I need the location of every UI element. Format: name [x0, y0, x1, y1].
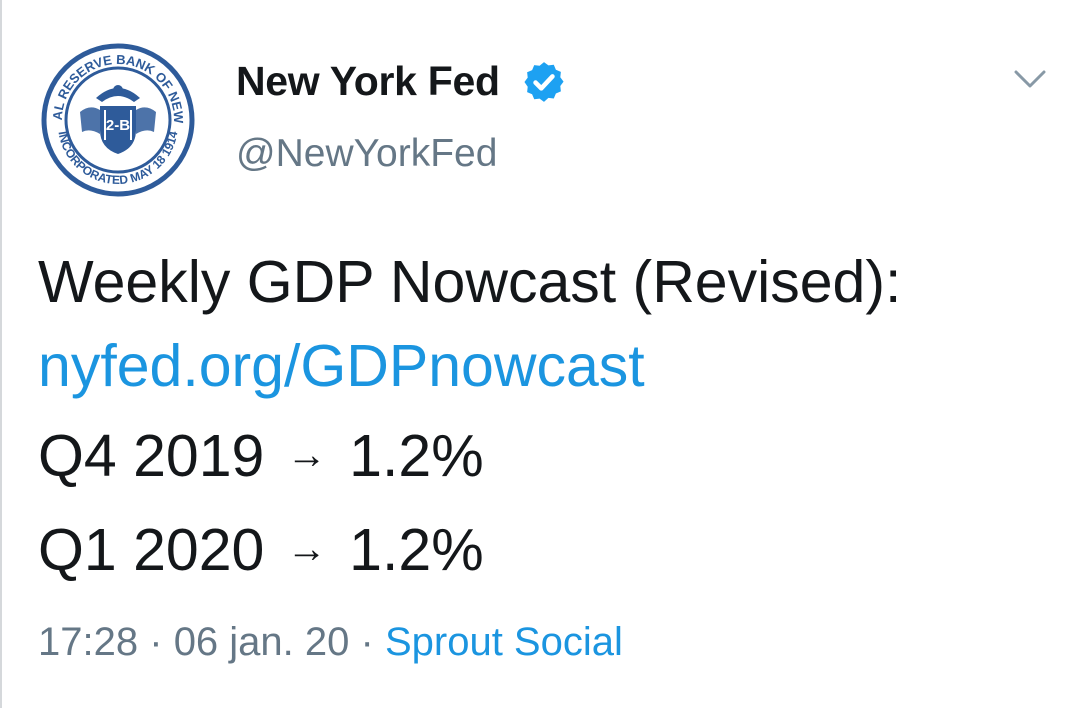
- arrow-icon: →: [286, 433, 327, 477]
- federal-reserve-seal-icon: FEDERAL RESERVE BANK OF NEW YORK INCORPO…: [40, 42, 195, 197]
- tweet-time[interactable]: 17:28: [38, 620, 139, 664]
- separator: ·: [360, 620, 374, 664]
- avatar[interactable]: FEDERAL RESERVE BANK OF NEW YORK INCORPO…: [40, 42, 196, 198]
- verified-badge-icon: [524, 62, 564, 102]
- user-handle[interactable]: @NewYorkFed: [236, 132, 498, 175]
- tweet-meta: 17:28 · 06 jan. 20 · Sprout Social: [38, 620, 623, 665]
- tweet-date[interactable]: 06 jan. 20: [173, 620, 350, 664]
- nowcast-link[interactable]: nyfed.org/GDPnowcast: [38, 333, 645, 399]
- source-link[interactable]: Sprout Social: [384, 620, 623, 664]
- chevron-down-icon[interactable]: [1012, 64, 1048, 94]
- q1-label: Q1 2020: [38, 517, 265, 583]
- q4-line: Q4 2019 → 1.2%: [38, 427, 484, 486]
- arrow-icon: →: [286, 527, 327, 571]
- display-name[interactable]: New York Fed: [236, 58, 500, 104]
- q4-label: Q4 2019: [38, 423, 265, 489]
- q4-value: 1.2%: [349, 423, 484, 489]
- q1-value: 1.2%: [349, 517, 484, 583]
- separator: ·: [149, 620, 163, 664]
- seal-center-text: 2-B: [106, 117, 130, 134]
- tweet-headline: Weekly GDP Nowcast (Revised):: [38, 249, 902, 315]
- q1-line: Q1 2020 → 1.2%: [38, 521, 484, 580]
- left-border: [0, 0, 2, 708]
